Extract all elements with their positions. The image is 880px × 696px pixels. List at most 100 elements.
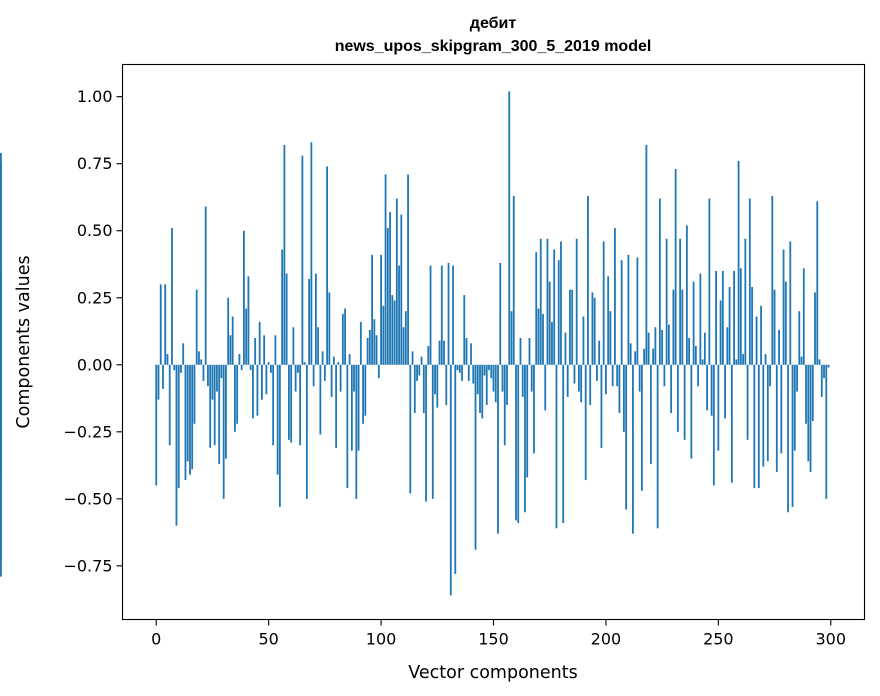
bar bbox=[350, 364, 353, 451]
bar bbox=[443, 340, 445, 365]
bar bbox=[157, 364, 160, 400]
bar bbox=[645, 144, 648, 365]
bar bbox=[220, 364, 223, 379]
bar bbox=[665, 238, 668, 365]
bar bbox=[607, 276, 610, 365]
x-axis-ticks: 0 50 100 150 200 250 300 bbox=[151, 619, 846, 649]
x-tick-label: 100 bbox=[366, 630, 397, 649]
y-tick-label: −0.75 bbox=[63, 556, 112, 575]
bar bbox=[485, 364, 488, 406]
bar bbox=[780, 364, 783, 454]
bar bbox=[775, 364, 778, 473]
bar bbox=[600, 364, 603, 448]
bar bbox=[393, 300, 396, 365]
y-tick-label: 0.75 bbox=[77, 154, 113, 173]
bar bbox=[578, 364, 580, 392]
y-axis-ticks: −0.75 −0.50 −0.25 0.00 0.25 0.50 0.75 1.00 bbox=[63, 87, 123, 575]
bar bbox=[717, 364, 720, 451]
bar bbox=[413, 364, 416, 414]
bar bbox=[751, 287, 753, 365]
bar bbox=[676, 364, 679, 432]
bar bbox=[186, 364, 189, 462]
y-tick-label: −0.50 bbox=[63, 489, 112, 508]
bar bbox=[773, 289, 776, 365]
bar bbox=[371, 254, 373, 365]
bar bbox=[643, 348, 646, 365]
bar bbox=[625, 364, 628, 510]
bar bbox=[427, 346, 430, 365]
bar bbox=[472, 364, 475, 384]
bar bbox=[521, 364, 524, 397]
bar bbox=[605, 364, 607, 395]
bar bbox=[658, 198, 661, 365]
bar bbox=[270, 364, 272, 373]
bar bbox=[319, 364, 322, 435]
bar bbox=[422, 364, 425, 414]
bar bbox=[323, 364, 326, 381]
bar bbox=[755, 316, 758, 365]
bar bbox=[171, 228, 173, 365]
bar bbox=[166, 354, 169, 365]
bar bbox=[710, 364, 713, 416]
bar bbox=[614, 228, 616, 365]
bar bbox=[524, 364, 526, 513]
bar bbox=[389, 211, 391, 365]
bar bbox=[287, 364, 290, 440]
bar bbox=[818, 359, 821, 365]
bar bbox=[173, 364, 176, 371]
bar bbox=[701, 359, 704, 365]
bar bbox=[823, 364, 825, 379]
y-tick-label: 1.00 bbox=[77, 87, 113, 106]
bar bbox=[789, 241, 792, 365]
bar bbox=[398, 265, 400, 365]
bar bbox=[638, 364, 641, 392]
bar bbox=[236, 364, 239, 424]
bar bbox=[564, 332, 567, 365]
bar bbox=[692, 281, 695, 365]
bar bbox=[724, 364, 726, 419]
bar bbox=[180, 364, 182, 373]
bar bbox=[229, 335, 232, 365]
bar bbox=[155, 364, 158, 486]
bar bbox=[373, 319, 376, 365]
bar bbox=[787, 364, 789, 513]
bar bbox=[299, 364, 302, 446]
bar bbox=[602, 241, 605, 365]
bar bbox=[182, 343, 185, 365]
bar bbox=[791, 364, 794, 507]
bar bbox=[308, 278, 311, 365]
bar bbox=[276, 364, 279, 475]
bar bbox=[209, 364, 212, 448]
bar bbox=[490, 364, 493, 379]
bar bbox=[708, 198, 711, 365]
bar bbox=[184, 364, 187, 481]
bar bbox=[204, 206, 207, 365]
bar bbox=[445, 364, 448, 406]
bar bbox=[618, 364, 621, 414]
bar bbox=[330, 364, 333, 397]
bar bbox=[735, 359, 738, 365]
bar bbox=[551, 321, 553, 365]
bar bbox=[267, 362, 270, 365]
bar bbox=[719, 300, 722, 365]
bar bbox=[512, 195, 515, 365]
bar bbox=[784, 281, 787, 365]
bar bbox=[501, 364, 504, 392]
bar bbox=[623, 364, 625, 432]
bar bbox=[582, 316, 585, 365]
bar bbox=[312, 364, 315, 387]
bar bbox=[162, 364, 164, 389]
y-tick-label: 0.25 bbox=[77, 288, 113, 307]
bar bbox=[670, 364, 673, 414]
bar bbox=[672, 289, 675, 365]
x-tick-label: 50 bbox=[258, 630, 278, 649]
bar bbox=[492, 364, 495, 392]
bar bbox=[456, 364, 459, 371]
bar bbox=[805, 364, 807, 424]
bar bbox=[712, 364, 715, 486]
bar bbox=[533, 364, 535, 454]
bar bbox=[663, 364, 666, 387]
bar bbox=[425, 364, 427, 502]
bar bbox=[694, 346, 697, 365]
bar bbox=[688, 337, 691, 365]
